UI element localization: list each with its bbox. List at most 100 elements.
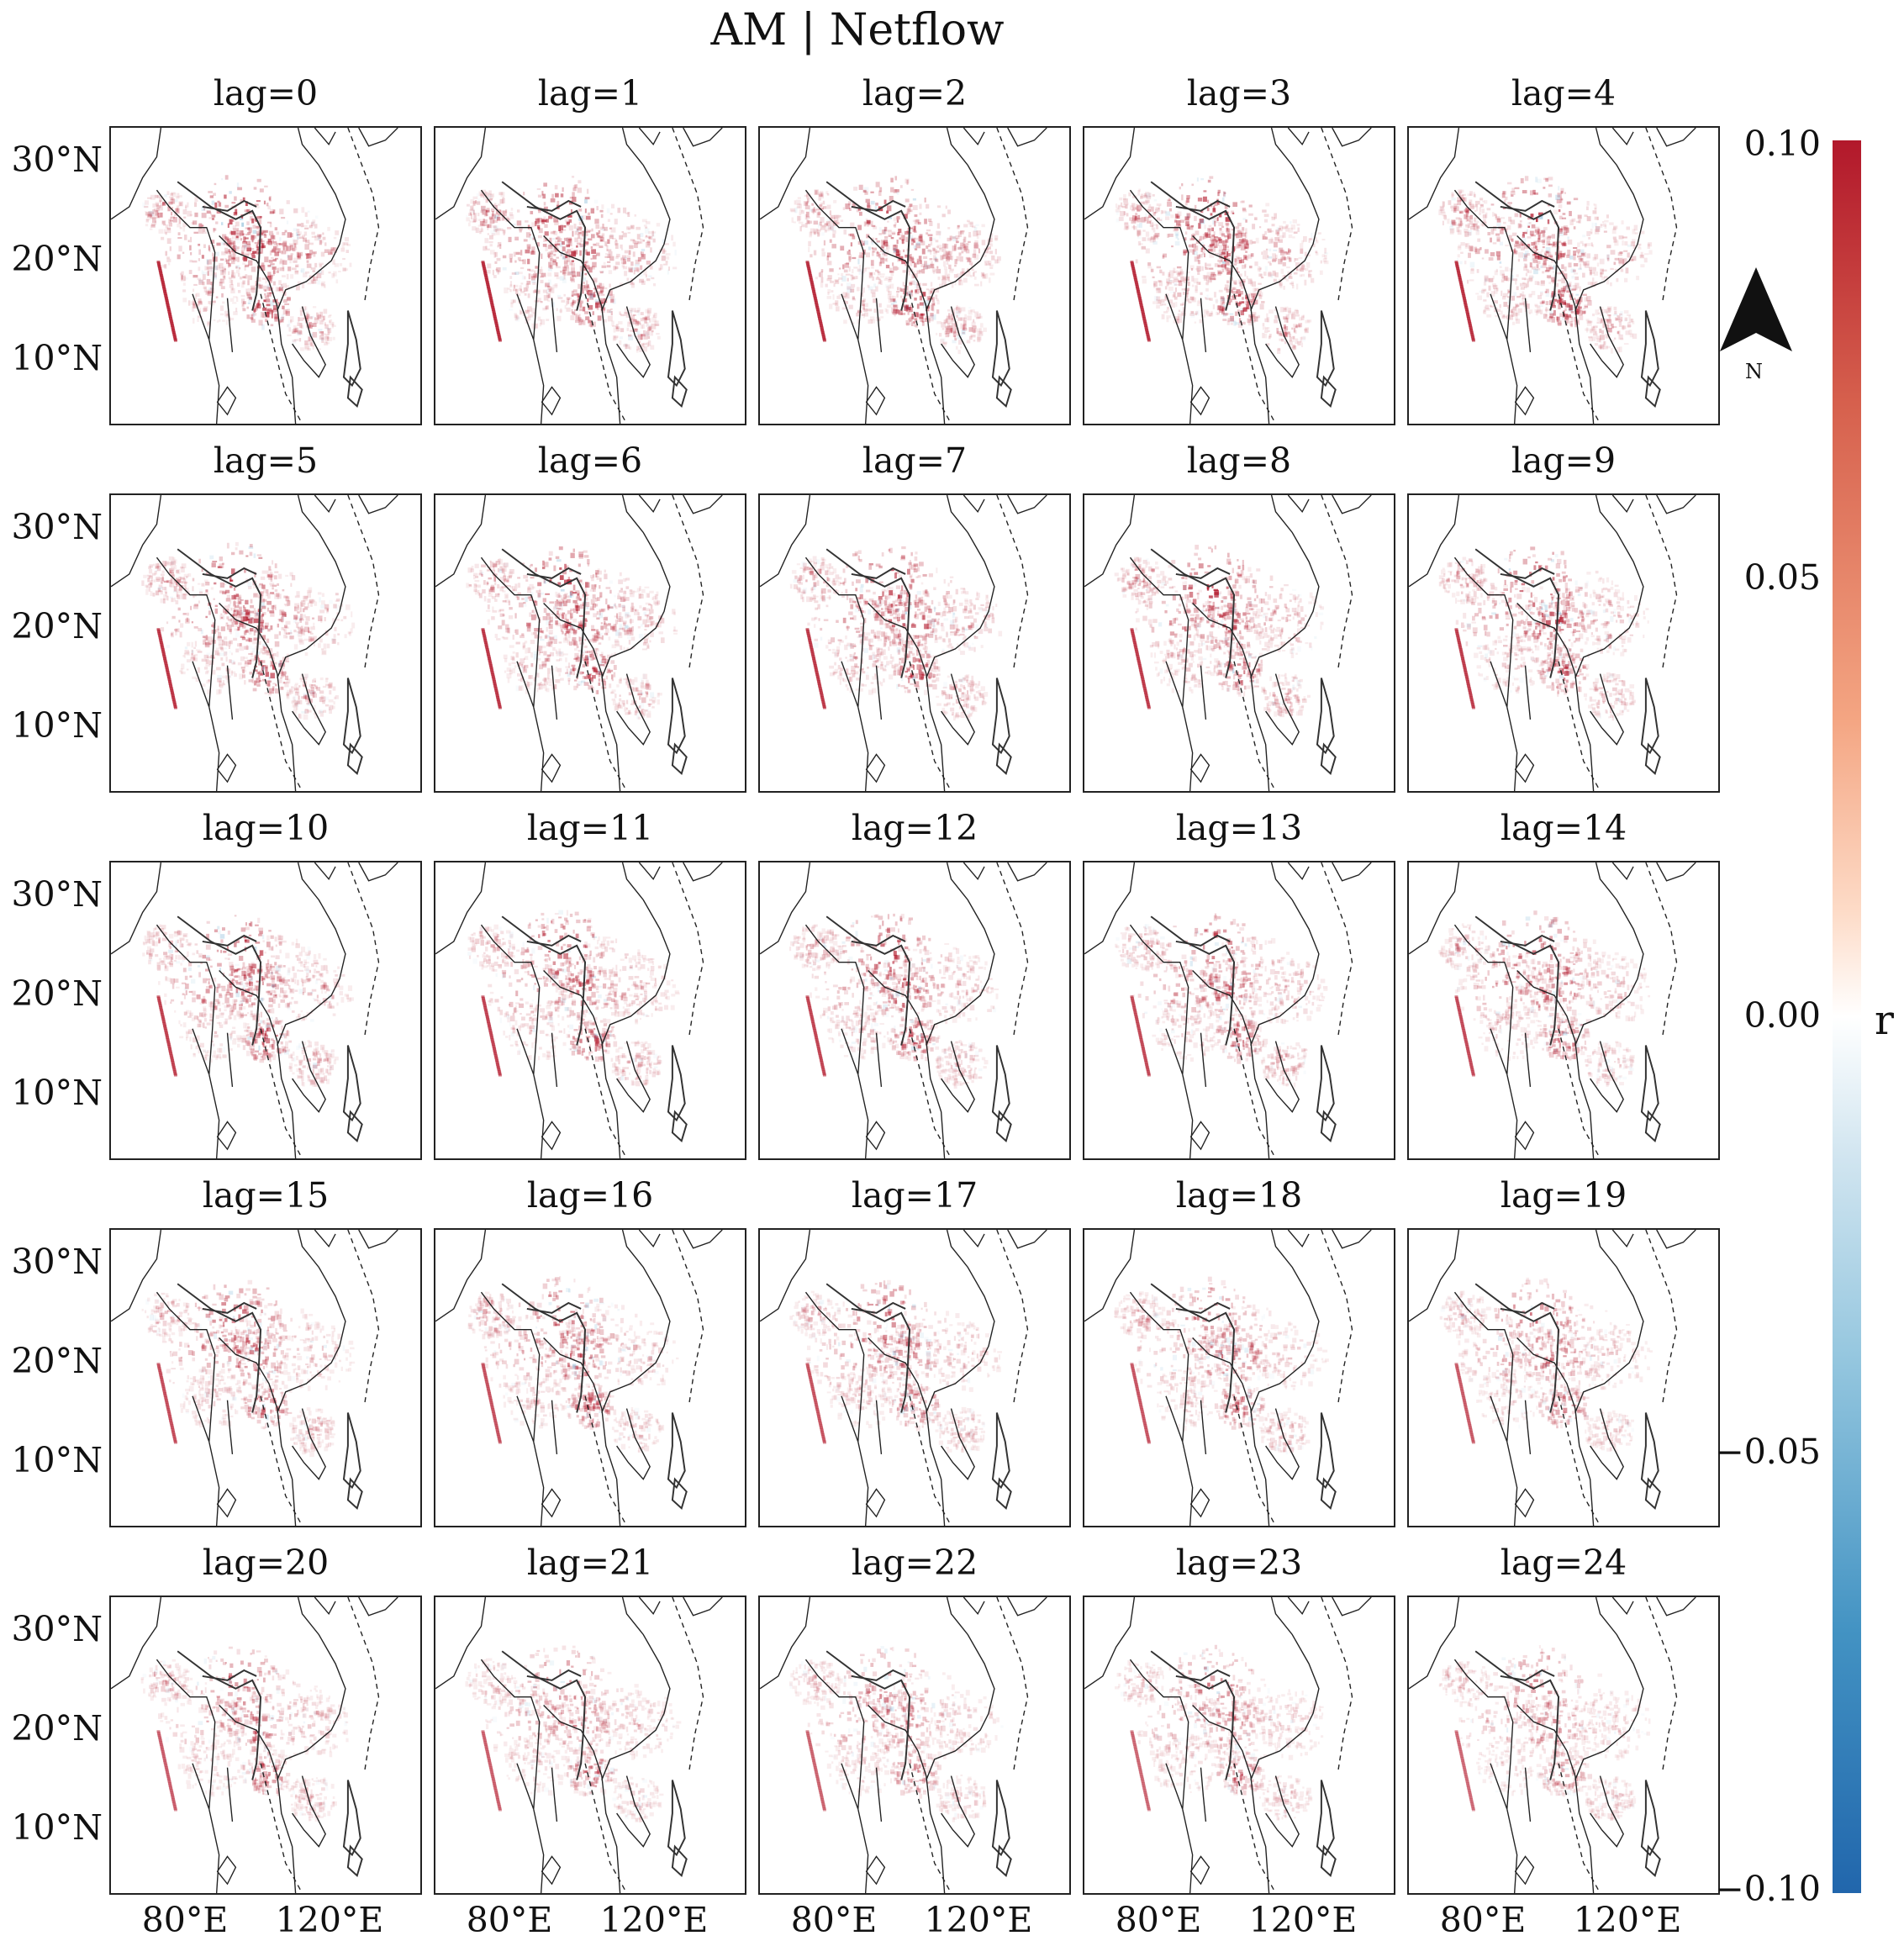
latitude-tick-label: 10°N	[2, 1442, 103, 1479]
map-panel	[758, 861, 1071, 1160]
correlation-map	[760, 862, 1047, 1158]
latitude-tick-label: 10°N	[2, 707, 103, 744]
colorbar-tick: 0.00	[1715, 997, 1821, 1034]
panel-title: lag=19	[1407, 1176, 1720, 1215]
map-panel	[1407, 493, 1720, 793]
panel-title: lag=5	[109, 441, 422, 480]
panel-title: lag=10	[109, 809, 422, 847]
correlation-map	[1409, 128, 1696, 424]
panel-title: lag=15	[109, 1176, 422, 1215]
colorbar-tick: −0.10	[1715, 1870, 1821, 1907]
map-panel	[1407, 126, 1720, 425]
longitude-tick-label: 80°E	[775, 1901, 893, 1938]
map-panel	[434, 126, 746, 425]
latitude-tick-label: 20°N	[2, 975, 103, 1012]
longitude-tick-label: 80°E	[451, 1901, 568, 1938]
map-panel	[434, 493, 746, 793]
correlation-map	[760, 495, 1047, 791]
map-panel	[109, 126, 422, 425]
colorbar-tick: −0.05	[1715, 1433, 1821, 1470]
correlation-map	[1084, 1230, 1372, 1526]
latitude-tick-label: 10°N	[2, 340, 103, 377]
longitude-tick-label: 120°E	[1569, 1901, 1686, 1938]
longitude-tick-label: 120°E	[1244, 1901, 1362, 1938]
panel-title: lag=20	[109, 1543, 422, 1582]
correlation-map	[111, 1230, 398, 1526]
latitude-tick-label: 30°N	[2, 1243, 103, 1280]
correlation-map	[1084, 1597, 1372, 1893]
map-panel	[758, 1228, 1071, 1527]
map-panel	[1407, 1228, 1720, 1527]
correlation-map	[760, 128, 1047, 424]
correlation-map	[435, 1597, 723, 1893]
map-panel	[758, 493, 1071, 793]
longitude-tick-label: 120°E	[920, 1901, 1037, 1938]
correlation-map	[760, 1230, 1047, 1526]
colorbar-label: r	[1875, 997, 1894, 1044]
latitude-tick-label: 20°N	[2, 240, 103, 277]
map-panel	[1083, 861, 1395, 1160]
correlation-map	[435, 128, 723, 424]
correlation-map	[111, 128, 398, 424]
map-panel	[434, 861, 746, 1160]
panel-title: lag=21	[434, 1543, 746, 1582]
panel-title: lag=8	[1083, 441, 1395, 480]
correlation-map	[1084, 862, 1372, 1158]
panel-title: lag=6	[434, 441, 746, 480]
correlation-map	[111, 1597, 398, 1893]
map-panel	[109, 1228, 422, 1527]
colorbar-tick: 0.05	[1715, 559, 1821, 596]
correlation-map	[1084, 128, 1372, 424]
correlation-map	[435, 1230, 723, 1526]
longitude-tick-label: 80°E	[126, 1901, 244, 1938]
panel-title: lag=7	[758, 441, 1071, 480]
correlation-map	[435, 495, 723, 791]
north-arrow-icon	[1720, 267, 1792, 351]
panel-title: lag=9	[1407, 441, 1720, 480]
panel-title: lag=18	[1083, 1176, 1395, 1215]
longitude-tick-label: 120°E	[271, 1901, 388, 1938]
map-panel	[758, 126, 1071, 425]
panel-title: lag=0	[109, 74, 422, 113]
correlation-map	[111, 862, 398, 1158]
latitude-tick-label: 20°N	[2, 1710, 103, 1747]
panel-title: lag=22	[758, 1543, 1071, 1582]
correlation-map	[1409, 495, 1696, 791]
figure-title: AM | Netflow	[0, 5, 1715, 55]
longitude-tick-label: 120°E	[595, 1901, 713, 1938]
correlation-map	[1409, 1597, 1696, 1893]
north-label: N	[1745, 360, 1763, 383]
panel-title: lag=23	[1083, 1543, 1395, 1582]
map-panel	[109, 493, 422, 793]
panel-title: lag=2	[758, 74, 1071, 113]
panel-title: lag=24	[1407, 1543, 1720, 1582]
map-panel	[1407, 861, 1720, 1160]
panel-title: lag=12	[758, 809, 1071, 847]
correlation-map	[1409, 1230, 1696, 1526]
correlation-map	[1084, 495, 1372, 791]
map-panel	[109, 1596, 422, 1895]
correlation-map	[111, 495, 398, 791]
correlation-map	[1409, 862, 1696, 1158]
map-panel	[1083, 1596, 1395, 1895]
map-panel	[1407, 1596, 1720, 1895]
map-panel	[1083, 126, 1395, 425]
correlation-map	[435, 862, 723, 1158]
panel-title: lag=14	[1407, 809, 1720, 847]
latitude-tick-label: 10°N	[2, 1809, 103, 1846]
panel-title: lag=1	[434, 74, 746, 113]
panel-title: lag=4	[1407, 74, 1720, 113]
panel-title: lag=11	[434, 809, 746, 847]
latitude-tick-label: 20°N	[2, 1342, 103, 1379]
map-panel	[109, 861, 422, 1160]
map-panel	[1083, 493, 1395, 793]
latitude-tick-label: 30°N	[2, 876, 103, 913]
panel-title: lag=13	[1083, 809, 1395, 847]
latitude-tick-label: 10°N	[2, 1074, 103, 1111]
latitude-tick-label: 30°N	[2, 1611, 103, 1648]
latitude-tick-label: 20°N	[2, 608, 103, 645]
panel-title: lag=16	[434, 1176, 746, 1215]
panel-title: lag=17	[758, 1176, 1071, 1215]
latitude-tick-label: 30°N	[2, 509, 103, 546]
longitude-tick-label: 80°E	[1424, 1901, 1542, 1938]
